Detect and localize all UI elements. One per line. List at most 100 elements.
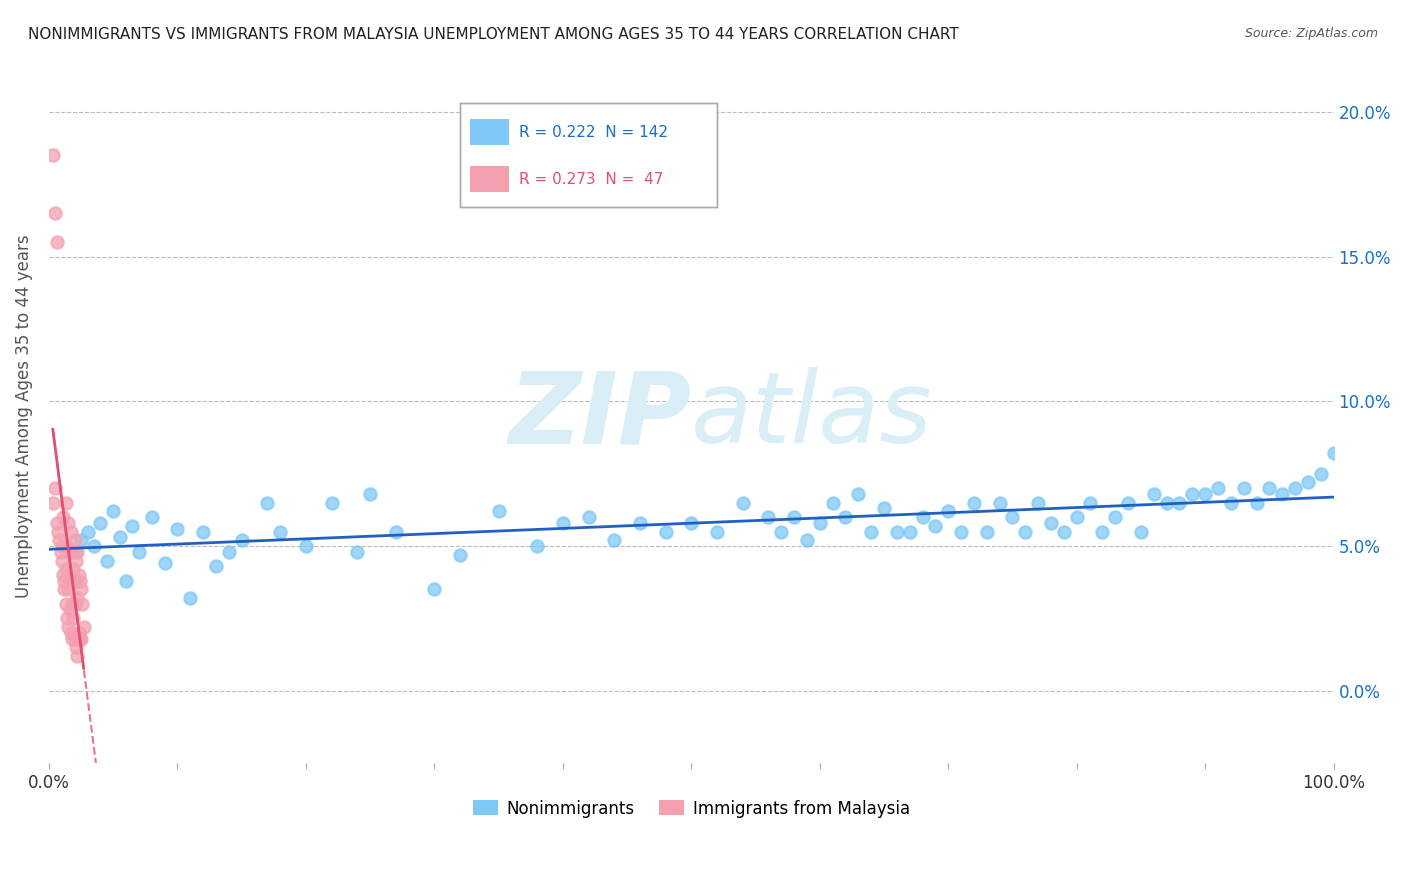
Point [269, 524, 291, 539]
Point [783, 510, 806, 524]
Point [49, 545, 72, 559]
Point [808, 516, 831, 530]
Point [1143, 487, 1166, 501]
Point [45, 516, 67, 530]
Point [59, 626, 82, 640]
Point [58, 603, 80, 617]
Point [1246, 496, 1268, 510]
Point [63, 533, 86, 548]
Point [55, 496, 77, 510]
Point [63, 632, 86, 646]
Point [52, 568, 75, 582]
Point [72, 597, 94, 611]
Point [96, 553, 118, 567]
Point [1168, 496, 1191, 510]
Point [359, 487, 381, 501]
Legend: Nonimmigrants, Immigrants from Malaysia: Nonimmigrants, Immigrants from Malaysia [467, 793, 917, 824]
Point [58, 582, 80, 597]
Point [1323, 446, 1346, 460]
Point [66, 648, 89, 663]
Point [58, 620, 80, 634]
Point [578, 510, 600, 524]
Point [423, 582, 446, 597]
Point [89, 516, 111, 530]
Point [70, 632, 93, 646]
Point [69, 574, 91, 588]
Point [873, 501, 896, 516]
Point [681, 516, 703, 530]
Point [911, 510, 934, 524]
Point [83, 539, 105, 553]
Point [1296, 475, 1319, 490]
Point [69, 632, 91, 646]
Point [51, 553, 73, 567]
Point [1014, 524, 1036, 539]
Point [53, 582, 76, 597]
Point [59, 524, 82, 539]
Point [58, 516, 80, 530]
Point [706, 524, 728, 539]
Point [179, 591, 201, 606]
Point [63, 574, 86, 588]
Point [108, 530, 131, 544]
Text: ZIP: ZIP [509, 368, 692, 465]
Point [1053, 524, 1076, 539]
Point [321, 496, 343, 510]
Point [603, 533, 626, 548]
Point [73, 620, 96, 634]
Point [56, 611, 79, 625]
Point [52, 510, 75, 524]
Point [60, 545, 83, 559]
Point [70, 533, 93, 548]
Point [115, 574, 138, 588]
Point [121, 518, 143, 533]
Text: NONIMMIGRANTS VS IMMIGRANTS FROM MALAYSIA UNEMPLOYMENT AMONG AGES 35 TO 44 YEARS: NONIMMIGRANTS VS IMMIGRANTS FROM MALAYSI… [28, 27, 959, 42]
Point [1026, 496, 1049, 510]
Point [46, 524, 69, 539]
Point [65, 597, 87, 611]
Point [256, 496, 278, 510]
Point [1206, 481, 1229, 495]
Point [526, 539, 548, 553]
Point [1091, 524, 1114, 539]
Point [628, 516, 651, 530]
Point [963, 496, 986, 510]
Point [56, 539, 79, 553]
Y-axis label: Unemployment Among Ages 35 to 44 years: Unemployment Among Ages 35 to 44 years [15, 234, 32, 598]
Point [1104, 510, 1126, 524]
Point [488, 504, 510, 518]
Point [218, 545, 240, 559]
Point [62, 611, 84, 625]
Point [42, 496, 65, 510]
Point [103, 504, 125, 518]
Point [846, 487, 869, 501]
Point [70, 582, 93, 597]
Point [924, 518, 946, 533]
Point [191, 524, 214, 539]
Point [950, 524, 973, 539]
Point [62, 562, 84, 576]
Point [48, 533, 70, 548]
Point [1194, 487, 1216, 501]
Point [58, 545, 80, 559]
Point [1129, 524, 1152, 539]
Point [1271, 487, 1294, 501]
Point [1116, 496, 1139, 510]
Point [385, 524, 408, 539]
Point [141, 510, 163, 524]
Point [1066, 510, 1088, 524]
Point [53, 574, 76, 588]
Point [796, 533, 818, 548]
Point [886, 524, 908, 539]
Point [1181, 487, 1204, 501]
Point [1284, 481, 1306, 495]
Point [60, 632, 83, 646]
Point [834, 510, 856, 524]
Point [1078, 496, 1101, 510]
Point [55, 597, 77, 611]
Point [67, 568, 90, 582]
Point [860, 524, 883, 539]
Point [1258, 481, 1281, 495]
Point [821, 496, 844, 510]
Point [1001, 510, 1024, 524]
